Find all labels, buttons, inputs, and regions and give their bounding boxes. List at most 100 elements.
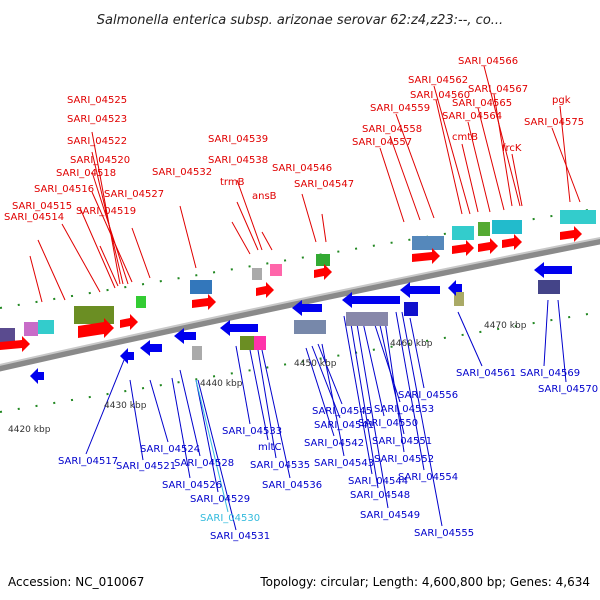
gene-label[interactable]: SARI_04530	[200, 513, 260, 524]
gene-label[interactable]: SARI_04551	[372, 436, 432, 447]
gene-label[interactable]: SARI_04550	[358, 418, 418, 429]
reverse-gene-arrow[interactable]	[400, 282, 440, 298]
reverse-gene-arrow[interactable]	[342, 292, 400, 308]
gene-label[interactable]: SARI_04519	[76, 206, 136, 217]
gene-label[interactable]: SARI_04545	[312, 406, 372, 417]
reverse-gene-arrow[interactable]	[174, 328, 196, 344]
gene-label[interactable]: SARI_04552	[374, 454, 434, 465]
gene-box[interactable]	[270, 264, 282, 276]
reverse-gene-arrow[interactable]	[534, 262, 572, 278]
reverse-gene-arrow[interactable]	[220, 320, 258, 336]
gene-label[interactable]: SARI_04567	[468, 84, 528, 95]
gene-label[interactable]: SARI_04564	[442, 111, 502, 122]
gene-box[interactable]	[316, 254, 330, 266]
forward-gene-arrow[interactable]	[502, 234, 522, 250]
gene-label[interactable]: SARI_04562	[408, 75, 468, 86]
gene-label[interactable]: SARI_04555	[414, 528, 474, 539]
gene-label[interactable]: SARI_04516	[34, 184, 94, 195]
gene-label[interactable]: SARI_04539	[208, 134, 268, 145]
gene-box[interactable]	[254, 336, 266, 350]
forward-gene-arrow[interactable]	[452, 240, 474, 256]
reverse-gene-arrow[interactable]	[30, 368, 44, 384]
gene-box[interactable]	[412, 236, 444, 250]
forward-gene-arrow[interactable]	[78, 318, 114, 338]
forward-gene-arrow[interactable]	[192, 294, 216, 310]
gene-box[interactable]	[404, 302, 418, 316]
gene-box[interactable]	[346, 312, 388, 326]
gene-box[interactable]	[190, 280, 212, 294]
gene-label[interactable]: SARI_04538	[208, 155, 268, 166]
forward-gene-arrow[interactable]	[560, 226, 582, 242]
gene-label[interactable]: SARI_04548	[350, 490, 410, 501]
gene-box[interactable]	[538, 280, 560, 294]
forward-gene-arrow[interactable]	[120, 314, 138, 330]
gene-label[interactable]: SARI_04525	[67, 95, 127, 106]
forward-gene-arrow[interactable]	[256, 282, 274, 298]
gene-label[interactable]: SARI_04535	[250, 460, 310, 471]
gene-label[interactable]: pgk	[552, 95, 571, 106]
gene-label[interactable]: SARI_04531	[210, 531, 270, 542]
gene-label[interactable]: SARI_04561	[456, 368, 516, 379]
reverse-gene-arrow[interactable]	[140, 340, 162, 356]
gene-label[interactable]: SARI_04558	[362, 124, 422, 135]
gene-label[interactable]: SARI_04544	[348, 476, 408, 487]
gene-box[interactable]	[136, 296, 146, 308]
gene-label[interactable]: SARI_04515	[12, 201, 72, 212]
gene-label[interactable]: SARI_04549	[360, 510, 420, 521]
gene-label[interactable]: SARI_04569	[520, 368, 580, 379]
gene-label[interactable]: SARI_04528	[174, 458, 234, 469]
gene-box[interactable]	[478, 222, 490, 236]
gene-label[interactable]: ansB	[252, 191, 277, 202]
forward-gene-arrow[interactable]	[314, 264, 332, 280]
gene-box[interactable]	[294, 320, 326, 334]
gene-label[interactable]: SARI_04566	[458, 56, 518, 67]
forward-gene-arrow[interactable]	[478, 238, 498, 254]
gene-label[interactable]: frcK	[502, 143, 522, 154]
gene-label[interactable]: cmtB	[452, 132, 478, 143]
gene-label[interactable]: SARI_04521	[116, 461, 176, 472]
forward-gene-arrow[interactable]	[412, 248, 440, 264]
gene-label[interactable]: SARI_04553	[374, 404, 434, 415]
gene-box[interactable]	[560, 210, 596, 224]
gene-label[interactable]: mltC	[258, 442, 281, 453]
gene-box[interactable]	[38, 320, 54, 334]
gene-label[interactable]: SARI_04557	[352, 137, 412, 148]
gene-label[interactable]: SARI_04542	[304, 438, 364, 449]
gene-box[interactable]	[0, 328, 15, 342]
gene-label[interactable]: SARI_04523	[67, 114, 127, 125]
gene-label[interactable]: SARI_04543	[314, 458, 374, 469]
gene-box[interactable]	[454, 292, 464, 306]
gene-label[interactable]: SARI_04560	[410, 90, 470, 101]
gene-label[interactable]: SARI_04554	[398, 472, 458, 483]
gene-label[interactable]: SARI_04541	[314, 420, 374, 431]
gene-label[interactable]: SARI_04556	[398, 390, 458, 401]
gene-label[interactable]: SARI_04532	[152, 167, 212, 178]
gene-label[interactable]: SARI_04565	[452, 98, 512, 109]
reverse-gene-arrow[interactable]	[120, 348, 134, 364]
forward-gene-arrow[interactable]	[0, 336, 30, 352]
gene-label[interactable]: SARI_04570	[538, 384, 598, 395]
gene-box[interactable]	[74, 306, 114, 324]
gene-label[interactable]: SARI_04529	[190, 494, 250, 505]
gene-label[interactable]: SARI_04518	[56, 168, 116, 179]
gene-box[interactable]	[492, 220, 522, 234]
gene-label[interactable]: SARI_04524	[140, 444, 200, 455]
gene-box[interactable]	[192, 346, 202, 360]
gene-label[interactable]: SARI_04533	[222, 426, 282, 437]
gene-label[interactable]: SARI_04559	[370, 103, 430, 114]
reverse-gene-arrow[interactable]	[292, 300, 322, 316]
gene-label[interactable]: SARI_04575	[524, 117, 584, 128]
gene-label[interactable]: trmB	[220, 177, 245, 188]
gene-label[interactable]: SARI_04547	[294, 179, 354, 190]
gene-label[interactable]: SARI_04522	[67, 136, 127, 147]
gene-label[interactable]: SARI_04536	[262, 480, 322, 491]
gene-label[interactable]: SARI_04517	[58, 456, 118, 467]
gene-label[interactable]: SARI_04526	[162, 480, 222, 491]
gene-box[interactable]	[240, 336, 254, 350]
gene-label[interactable]: SARI_04514	[4, 212, 64, 223]
gene-box[interactable]	[252, 268, 262, 280]
gene-label[interactable]: SARI_04527	[104, 189, 164, 200]
gene-box[interactable]	[24, 322, 38, 336]
gene-label[interactable]: SARI_04520	[70, 155, 130, 166]
reverse-gene-arrow[interactable]	[448, 280, 462, 296]
